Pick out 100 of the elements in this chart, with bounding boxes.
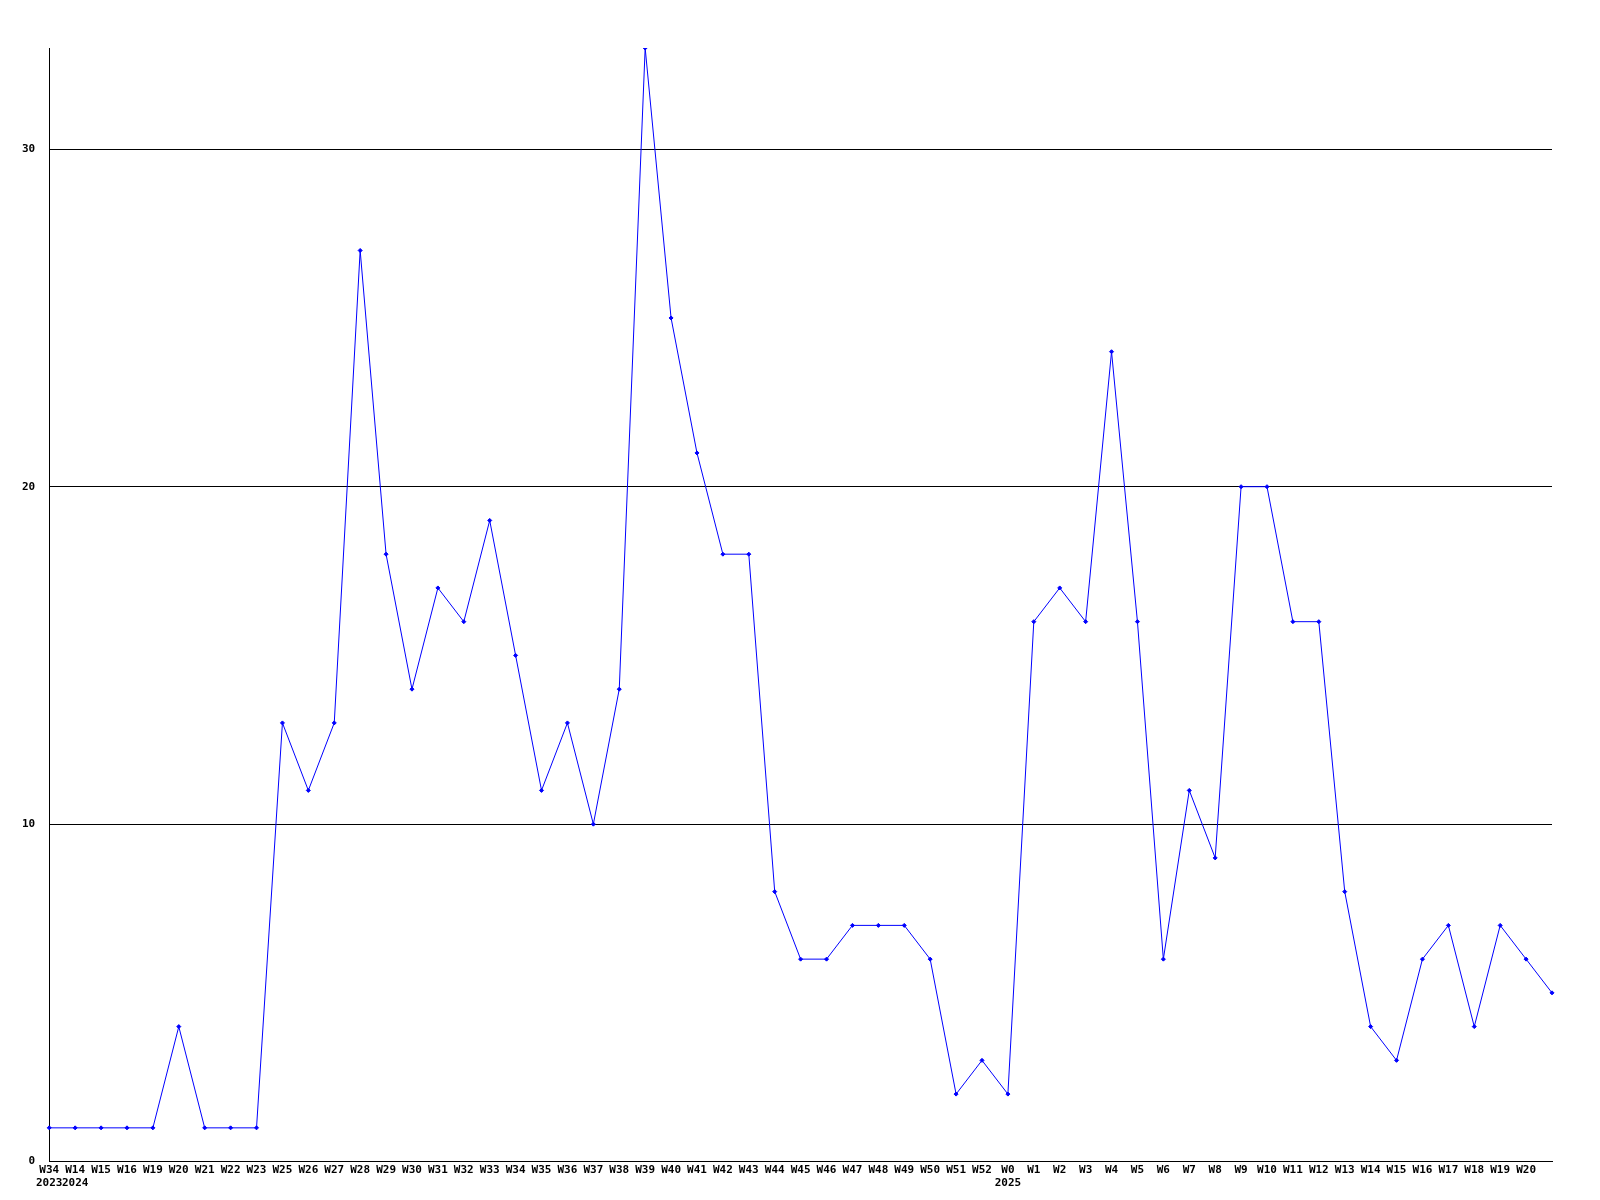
point [1394,1057,1400,1063]
point [1212,855,1218,861]
x-tick-label: W15 [91,1163,111,1177]
point [176,1024,182,1030]
point [901,922,907,928]
x-tick-label: W28 [350,1163,371,1177]
x-tick-label: W50 [920,1163,941,1177]
point [694,450,700,456]
point [1523,956,1529,962]
point [72,1125,78,1131]
x-tick-label: W18 [1464,1163,1485,1177]
x-tick-label: W46 [816,1163,837,1177]
point [875,922,881,928]
x-tick-label: W43 [738,1163,759,1177]
point [1445,922,1451,928]
point [590,821,596,827]
point [228,1125,234,1131]
y-tick-label: 20 [22,479,36,493]
x-tick-label: W51 [946,1163,967,1177]
x-tick-label: W23 [246,1163,267,1177]
x-tick-label: W49 [894,1163,915,1177]
x-tick-label: W13 [1334,1163,1355,1177]
point [616,686,622,692]
x-tick-label: W11 [1282,1163,1304,1177]
x-tick-label: W12 [1308,1163,1329,1177]
y-tick-label: 30 [22,142,36,156]
x-tick-label: W41 [687,1163,708,1177]
x-tick-label: W44 [764,1163,786,1177]
x-tick-label: W14 2024 [61,1163,89,1190]
x-tick-label: W32 [453,1163,474,1177]
point [1186,787,1192,793]
x-tick-label: W5 [1130,1163,1145,1177]
x-tick-label: W15 [1386,1163,1407,1177]
point [798,956,804,962]
point [1057,585,1063,591]
point [539,787,545,793]
x-tick-label: W34 [505,1163,526,1177]
x-tick-label: W30 [402,1163,422,1177]
point [150,1125,156,1131]
x-tick-label: W26 [298,1163,319,1177]
point [357,247,363,253]
point [1342,889,1348,895]
x-tick-label: W1 [1027,1163,1041,1177]
point [254,1125,260,1131]
x-tick-label: W19 [1490,1163,1511,1177]
x-tick-label: W35 [531,1163,552,1177]
x-tick-label: W0 2025 [994,1163,1022,1190]
x-tick-label: W45 [790,1163,811,1177]
x-tick-label: W34 2023 [36,1163,63,1190]
point [1549,990,1555,996]
x-tick-label: W27 [324,1163,345,1177]
point [1083,619,1089,625]
x-tick-label: W40 [661,1163,682,1177]
x-tick-label: W52 [972,1163,992,1177]
point [1005,1091,1011,1097]
point [124,1125,130,1131]
point [487,517,493,523]
x-tick-label: W2 [1053,1163,1067,1177]
point [409,686,415,692]
x-tick-label: W25 [272,1163,293,1177]
point [435,585,441,591]
point [746,551,752,557]
point [849,922,855,928]
y-tick-label: 0 [28,1154,36,1168]
point [1497,922,1503,928]
x-tick-label: W6 [1156,1163,1171,1177]
x-tick-label: W33 [479,1163,500,1177]
point [1109,349,1115,355]
x-tick-label: W16 [1412,1163,1433,1177]
x-tick-label: W7 [1182,1163,1196,1177]
point [1368,1024,1374,1030]
x-tick-label: W42 [712,1163,733,1177]
point [1316,619,1322,625]
point [46,1125,52,1131]
point [305,787,311,793]
point [202,1125,208,1131]
point [279,720,285,726]
x-tick-label: W14 [1360,1163,1381,1177]
x-tick-label: W38 [609,1163,630,1177]
x-tick-label: W22 [220,1163,241,1177]
x-tick-label: W4 [1104,1163,1119,1177]
point [772,889,778,895]
x-tick-label: W36 [557,1163,578,1177]
point [461,619,467,625]
x-tick-label: W10 [1257,1163,1277,1177]
x-tick-label: W31 [427,1163,449,1177]
point [1160,956,1166,962]
x-tick-label: W17 [1438,1163,1459,1177]
point [1031,619,1037,625]
x-tick-label: W19 [142,1163,163,1177]
point [1419,956,1425,962]
y-tick-label: 10 [22,817,36,830]
x-tick-label: W29 [376,1163,397,1177]
x-tick-label: W8 [1208,1163,1222,1177]
point [1134,619,1140,625]
x-tick-label: W39 [635,1163,656,1177]
point [98,1125,104,1131]
x-tick-label: W16 [117,1163,138,1177]
point [720,551,726,557]
point [668,315,674,321]
